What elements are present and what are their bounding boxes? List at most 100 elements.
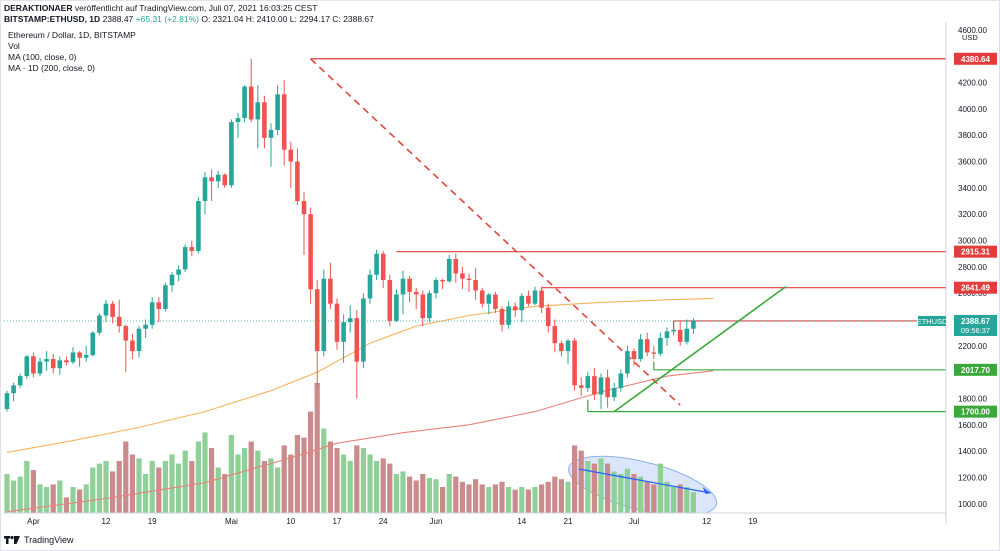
footer-brand[interactable]: TradingView [24, 535, 74, 545]
legend-ma200[interactable]: MA · 1D (200, close, 0) [8, 63, 95, 73]
candle-up [255, 85, 261, 149]
x-tick-label: 12 [102, 517, 111, 526]
candle-body [380, 253, 386, 281]
volume-arrow-head [702, 487, 711, 494]
candle-body [17, 376, 23, 386]
volume-bar-down [380, 458, 386, 513]
candle-body [512, 306, 518, 311]
candle-body [565, 340, 571, 352]
volume-bar-down [631, 474, 637, 513]
candle-body [545, 307, 551, 327]
candle-body [466, 278, 472, 281]
candle-up [229, 119, 234, 188]
y-tick-label: 2800.00 [958, 263, 987, 272]
candle-body [50, 358, 56, 369]
x-tick-label: 19 [748, 517, 757, 526]
candle-body [651, 352, 657, 354]
volume-bar-up [143, 474, 149, 513]
volume-bar-down [387, 463, 393, 513]
candle-body [361, 298, 366, 362]
candle-body [301, 201, 307, 215]
candle-body [598, 377, 604, 395]
candle-down [209, 169, 214, 202]
volume-bar-up [426, 477, 432, 513]
candle-up [367, 269, 373, 304]
candle-up [136, 326, 142, 358]
volume-bar-up [433, 479, 439, 513]
candle-body [209, 177, 214, 182]
candle-down [262, 95, 267, 149]
volume-trend-arrow [578, 468, 711, 494]
candle-body [314, 289, 320, 352]
volume-bar-up [182, 450, 188, 513]
candle-down [512, 302, 518, 317]
volume-bar-up [400, 471, 406, 513]
volume-bar-down [354, 445, 360, 513]
volume-bar-up [275, 467, 281, 513]
indicator-legend: Ethereum / Dollar, 1D, BITSTAMP Vol MA (… [8, 30, 136, 74]
candle-down [380, 251, 386, 288]
candle-down [387, 274, 393, 327]
candle-body [427, 293, 432, 319]
candle-up [70, 347, 76, 365]
candle-body [57, 360, 63, 369]
candle-up [611, 382, 617, 402]
legend-ma100[interactable]: MA (100, close, 0) [8, 52, 77, 62]
candle-up [215, 170, 221, 188]
volume-bar-up [321, 428, 327, 513]
candle-body [440, 280, 445, 282]
candle-down [130, 333, 135, 359]
symbol-tag [918, 315, 946, 326]
candle-down [552, 319, 558, 353]
candle-up [427, 290, 432, 323]
legend-title[interactable]: Ethereum / Dollar, 1D, BITSTAMP [8, 30, 136, 40]
volume-bar-down [334, 448, 340, 513]
volume-bar-up [268, 458, 274, 513]
candle-body [116, 316, 122, 327]
candle-down [578, 377, 584, 396]
volume-bar-down [407, 476, 413, 513]
candle-up [394, 289, 399, 323]
candle-down [453, 253, 459, 283]
candle-down [328, 262, 333, 309]
candle-down [301, 191, 307, 255]
candle-up [182, 244, 188, 273]
volume-bar-up [169, 454, 175, 513]
candle-up [691, 318, 696, 334]
candle-body [130, 340, 135, 352]
candle-down [116, 299, 122, 333]
candle-down [156, 297, 162, 323]
candle-up [44, 351, 49, 371]
volume-bar-up [255, 450, 261, 513]
symbol-name: BITSTAMP:ETHUSD, 1D [4, 14, 101, 24]
volume-bar-down [499, 481, 505, 513]
resistance-2641-badge [954, 281, 997, 294]
candle-body [631, 351, 637, 359]
volume-bar-up [176, 463, 182, 513]
candle-body [400, 278, 406, 295]
y-tick-label: 3400.00 [958, 184, 987, 193]
candle-body [24, 356, 30, 377]
x-tick-label: Jul [629, 517, 639, 526]
legend-volume[interactable]: Vol [8, 41, 20, 51]
author-name[interactable]: DERAKTIONAER [4, 3, 73, 13]
candle-body [671, 330, 676, 332]
candle-down [539, 286, 544, 313]
volume-bar-up [624, 468, 630, 513]
candle-body [420, 294, 426, 319]
candle-up [143, 319, 148, 338]
candle-up [684, 319, 690, 345]
plot-area [4, 58, 946, 513]
candle-up [275, 85, 280, 136]
volume-bar-up [532, 487, 538, 513]
resistance-4380-badge [954, 52, 997, 65]
volume-bar-down [440, 487, 446, 513]
volume-bar-up [360, 448, 366, 513]
candle-body [268, 129, 274, 138]
candle-body [578, 385, 584, 388]
candle-up [242, 85, 247, 123]
volume-bar-up [690, 492, 696, 513]
candle-body [387, 280, 393, 321]
candle-up [585, 372, 591, 392]
